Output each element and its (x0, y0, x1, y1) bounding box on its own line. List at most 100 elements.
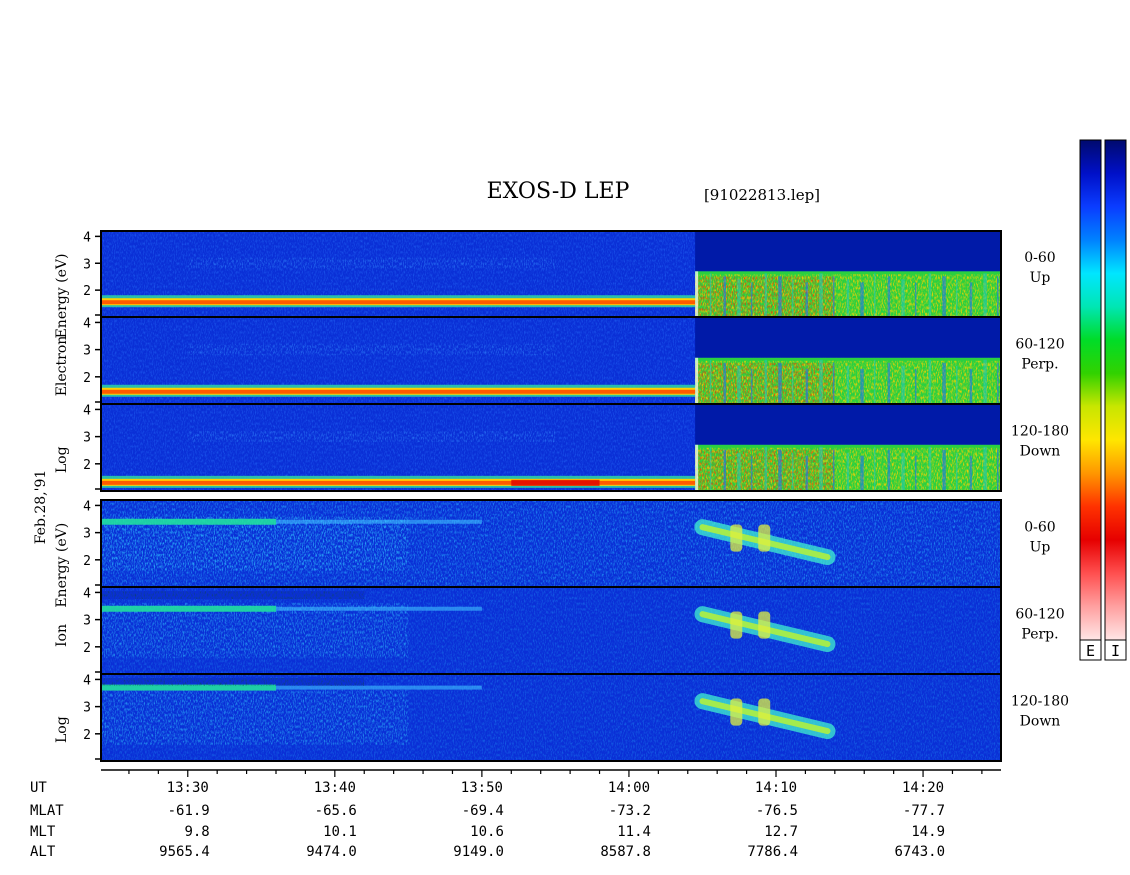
cyan-region (101, 516, 409, 571)
footer-value-alt: 9565.4 (159, 844, 210, 860)
y-tick-label: 3 (83, 701, 91, 716)
burst-stripe (750, 368, 753, 404)
burst-stripe (750, 455, 753, 491)
y-axis-label: Electron (54, 336, 70, 397)
burst-stripe (969, 368, 973, 404)
burst-stripe (983, 359, 987, 404)
y-tick-label: 4 (83, 499, 91, 514)
file-label: [91022813.lep] (704, 186, 820, 204)
footer-value-ut: 14:00 (608, 780, 650, 796)
burst-edge (695, 271, 699, 317)
footer-value-ut: 14:10 (755, 780, 797, 796)
burst-stripe (819, 359, 823, 404)
burst-stripe (805, 368, 809, 404)
burst-stripe (737, 279, 741, 317)
y-tick-label: 4 (83, 403, 91, 418)
panel-label-direction: Up (1030, 540, 1051, 556)
y-tick-label: 2 (83, 728, 91, 743)
burst-stripe (901, 279, 905, 317)
colorbar-e-box (1079, 639, 1102, 661)
burst-stripe (860, 455, 864, 491)
burst-stripe (887, 449, 891, 491)
footer-value-mlat: -69.4 (462, 803, 504, 819)
colorbar-i-box (1104, 639, 1127, 661)
burst-stripe (901, 452, 905, 491)
y-tick-label: 4 (83, 316, 91, 331)
diffuse-band (187, 344, 556, 356)
footer-row-label: ALT (30, 844, 56, 860)
low-energy-band-core (101, 300, 696, 305)
footer-value-alt: 6743.0 (894, 844, 945, 860)
footer-value-ut: 13:30 (167, 780, 209, 796)
hot-ion-band-fade (276, 685, 482, 690)
y-axis-label: Ion (54, 624, 70, 647)
cyan-region (101, 603, 409, 658)
hot-ion-band (101, 684, 276, 691)
panel-0 (100, 230, 1002, 318)
y-tick-label: 3 (83, 257, 91, 272)
burst-stripe (805, 282, 809, 317)
burst-stripe (723, 449, 726, 491)
footer-value-mlt: 14.9 (911, 824, 945, 840)
y-tick-label: 4 (83, 230, 91, 245)
burst-stripe (791, 279, 794, 317)
burst-stripe (956, 365, 958, 404)
burst-stripe (709, 359, 712, 404)
burst-stripe (778, 362, 782, 404)
panel-3 (100, 499, 1002, 588)
burst-stripe (860, 282, 864, 317)
burst-stripe (969, 282, 973, 317)
y-axis-label: Energy (eV) (54, 523, 70, 608)
y-tick-label: 2 (83, 284, 91, 299)
y-axis-label: Log (54, 446, 70, 473)
burst-dark-top (695, 317, 1001, 358)
panel-label-direction: Up (1030, 270, 1051, 286)
burst-stripe (805, 455, 809, 491)
panel-label-angle: 120-180 (1011, 424, 1069, 440)
diffuse-band (187, 431, 556, 443)
y-tick-label: 3 (83, 614, 91, 629)
burst-stripe (914, 368, 917, 404)
dropout-noise (101, 591, 365, 600)
colorbar-e-scale (1079, 139, 1102, 641)
footer-value-mlat: -76.5 (756, 803, 798, 819)
burst-stripe (819, 273, 823, 317)
y-axis-label: Log (54, 716, 70, 743)
hot-ion-band-fade (276, 519, 482, 524)
footer-row-label: MLT (30, 824, 56, 840)
burst-stripe (887, 362, 891, 404)
low-energy-band-core (101, 480, 696, 485)
burst-stripe (778, 449, 782, 491)
burst-stripe (709, 273, 712, 317)
footer-value-mlt: 10.6 (470, 824, 504, 840)
panel-label-angle: 120-180 (1011, 694, 1069, 710)
y-tick-label: 3 (83, 527, 91, 542)
burst-stripe (942, 449, 946, 491)
burst-stripe (942, 362, 946, 404)
burst-stripe (764, 359, 768, 404)
burst-stripe (983, 446, 987, 491)
burst-stripe (832, 276, 835, 317)
y-tick-label: 4 (83, 586, 91, 601)
burst-stripe (956, 452, 958, 491)
dispersion-bulge (758, 524, 771, 552)
panel-label-direction: Down (1020, 714, 1061, 730)
footer-value-mlt: 12.7 (764, 824, 798, 840)
panel-frame (100, 403, 1002, 492)
y-tick-label: 3 (83, 344, 91, 359)
burst-stripe (997, 362, 999, 404)
panel-1 (100, 316, 1002, 405)
burst-stripe (860, 368, 864, 404)
footer-value-mlat: -77.7 (903, 803, 945, 819)
colorbar-i: I (1104, 139, 1127, 661)
dispersion-bulge (730, 611, 743, 639)
footer-row-label: UT (30, 780, 47, 796)
burst-stripe (983, 273, 987, 317)
y-tick-label: 3 (83, 431, 91, 446)
burst-stripe (914, 455, 917, 491)
band-hotspot (511, 479, 600, 486)
colorbar-e: E (1079, 139, 1102, 661)
burst-stripe (942, 276, 946, 317)
footer-value-ut: 13:40 (314, 780, 356, 796)
footer-value-alt: 7786.4 (747, 844, 798, 860)
